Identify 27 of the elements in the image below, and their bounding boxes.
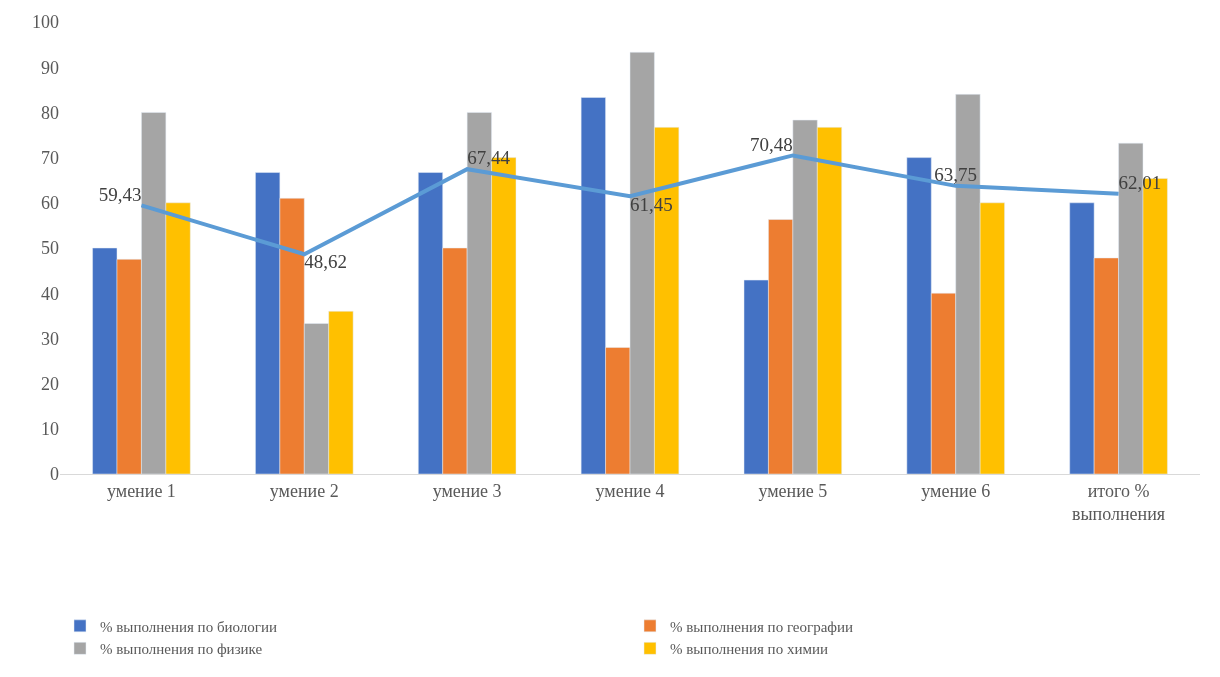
x-tick-label: итого % выполнения: [1072, 480, 1166, 524]
legend-label: % выполнения по химии: [670, 641, 828, 658]
x-tick-label: умение 6: [921, 480, 991, 501]
x-tick-label: умение 1: [106, 480, 176, 501]
x-tick-label: умение 5: [758, 480, 828, 501]
line-series: [139, 153, 1121, 257]
y-tick-label: 70: [41, 147, 59, 168]
x-tick-label: умение 3: [432, 480, 502, 501]
data-label: 59,43: [98, 183, 142, 205]
y-tick-label: 100: [32, 12, 59, 33]
y-tick-label: 90: [41, 57, 59, 78]
y-tick-label: 30: [41, 328, 59, 349]
y-tick-label: 50: [41, 238, 59, 259]
legend-label: % выполнения по географии: [670, 618, 854, 635]
legend-label: % выполнения по биологии: [100, 618, 278, 635]
data-label: 63,75: [934, 164, 978, 186]
y-tick-label: 0: [50, 464, 59, 485]
data-label: 70,48: [750, 133, 793, 155]
y-tick-label: 60: [41, 193, 59, 214]
data-label: 48,62: [304, 251, 348, 273]
y-tick-label: 40: [41, 283, 59, 304]
x-tick-label: умение 2: [269, 480, 339, 501]
y-tick-label: 80: [41, 102, 59, 123]
legend-label: % выполнения по физике: [100, 641, 263, 658]
y-tick-label: 10: [41, 419, 59, 440]
y-tick-label: 20: [41, 373, 59, 394]
x-tick-label: умение 4: [595, 480, 665, 501]
